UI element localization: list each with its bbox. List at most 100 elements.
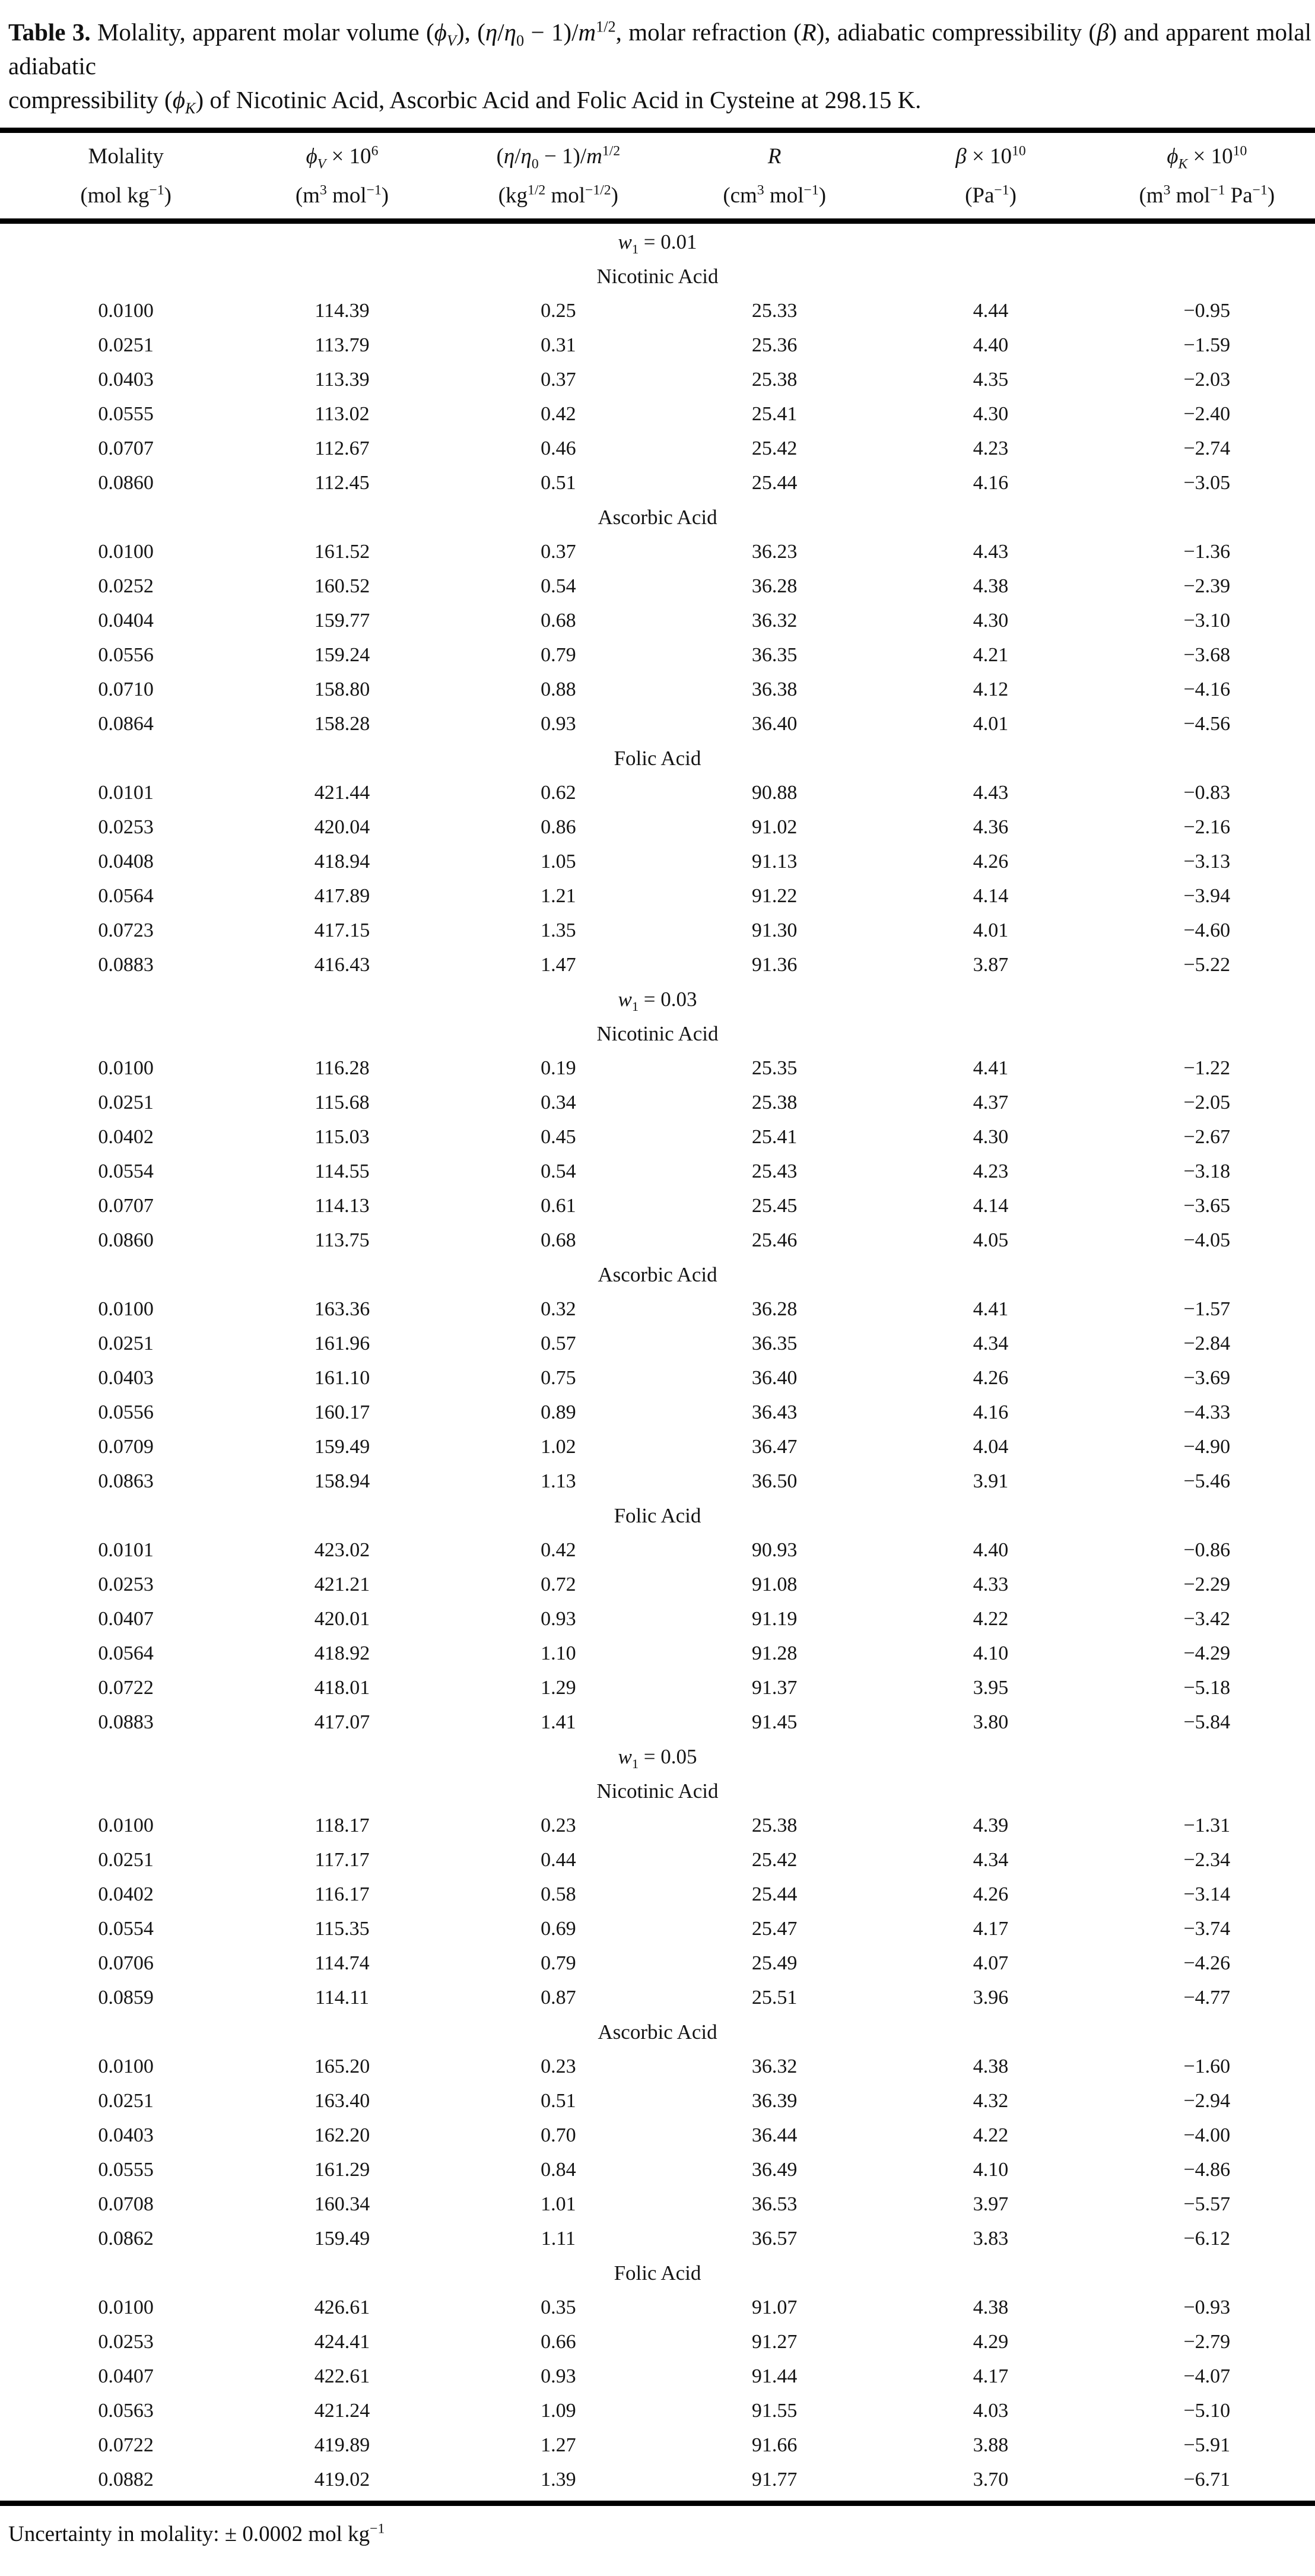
table-cell: 0.45 (541, 1126, 576, 1148)
table-cell: 0.0706 (98, 1952, 154, 1974)
table-cell: 117.17 (315, 1849, 370, 1871)
table-cell: 36.23 (751, 541, 798, 563)
table-cell: 0.0251 (98, 1849, 154, 1871)
table-cell: −1.59 (1183, 334, 1231, 356)
table-cell: 25.49 (751, 1952, 798, 1974)
col-unit-beta: (Pa−1) (965, 182, 1017, 208)
table-cell: 4.17 (973, 1918, 1009, 1940)
table-cell: −2.05 (1183, 1092, 1231, 1113)
table-cell: 419.02 (314, 2469, 370, 2491)
table-cell: 4.40 (973, 334, 1009, 356)
table-cell: 4.38 (973, 2055, 1009, 2077)
table-row: 0.0563 421.24 1.09 91.55 4.03 −5.10 (0, 2394, 1315, 2428)
table-cell: 0.0709 (98, 1436, 154, 1458)
table-caption-line2: compressibility (ϕK) of Nicotinic Acid, … (8, 86, 922, 118)
table-cell: −5.18 (1183, 1677, 1231, 1699)
table-cell: 0.0407 (98, 2365, 154, 2387)
table-cell: 0.0554 (98, 1160, 154, 1182)
table-cell: 36.40 (751, 713, 798, 735)
table-cell: 0.62 (541, 782, 576, 804)
table-row: 0.0556 160.17 0.89 36.43 4.16 −4.33 (0, 1395, 1315, 1430)
table-cell: 0.44 (541, 1849, 576, 1871)
table-cell: 4.37 (973, 1092, 1009, 1113)
table-cell: 1.47 (541, 954, 576, 976)
table-cell: −3.94 (1183, 885, 1231, 907)
table-cell: 4.29 (973, 2331, 1009, 2353)
table-cell: 112.67 (315, 437, 370, 459)
table-cell: 0.0253 (98, 1573, 154, 1595)
table-cell: 158.80 (314, 678, 370, 700)
table-cell: 91.66 (751, 2434, 798, 2456)
table-cell: 91.02 (751, 816, 798, 838)
table-cell: 3.70 (973, 2469, 1009, 2491)
table-cell: 36.53 (751, 2193, 798, 2215)
col-header-phi-v: ϕV × 106 (306, 143, 379, 172)
table-cell: −3.69 (1183, 1367, 1231, 1389)
table-cell: 3.96 (973, 1987, 1009, 2009)
table-row: 0.0403 162.20 0.70 36.44 4.22 −4.00 (0, 2118, 1315, 2153)
table-row: 0.0710 158.80 0.88 36.38 4.12 −4.16 (0, 672, 1315, 707)
col-header-viscosity-term: (η/η0 − 1)/m1/2 (496, 143, 621, 172)
table-cell: 1.27 (541, 2434, 576, 2456)
table-row: 0.0407 422.61 0.93 91.44 4.17 −4.07 (0, 2359, 1315, 2394)
acid-group-label: Folic Acid (614, 2261, 701, 2285)
table-cell: 418.01 (314, 1677, 370, 1699)
table-cell: 0.86 (541, 816, 576, 838)
table-cell: 118.17 (315, 1814, 370, 1836)
table-cell: 3.83 (973, 2228, 1009, 2250)
table-row: 0.0100 426.61 0.35 91.07 4.38 −0.93 (0, 2291, 1315, 2325)
table-cell: 0.37 (541, 541, 576, 563)
table-cell: 36.35 (751, 1333, 798, 1354)
table-cell: 116.17 (315, 1883, 370, 1905)
table-cell: 91.27 (751, 2331, 798, 2353)
table-cell: 4.23 (973, 437, 1009, 459)
table-cell: 4.44 (973, 300, 1009, 322)
col-unit-viscosity-term: (kg1/2 mol−1/2) (498, 182, 618, 208)
table-cell: −3.10 (1183, 610, 1231, 632)
table-cell: 0.93 (541, 1608, 576, 1630)
w1-section-label: w1 = 0.05 (618, 1745, 697, 1771)
table-cell: 91.45 (751, 1711, 798, 1733)
table-cell: 3.80 (973, 1711, 1009, 1733)
acid-group-label: Folic Acid (614, 1504, 701, 1527)
table-cell: 0.0100 (98, 541, 154, 563)
table-cell: 4.32 (973, 2090, 1009, 2112)
table-cell: 3.88 (973, 2434, 1009, 2456)
table-cell: 0.54 (541, 1160, 576, 1182)
table-cell: 0.57 (541, 1333, 576, 1354)
table-cell: −3.05 (1183, 472, 1231, 494)
table-cell: −0.93 (1183, 2296, 1231, 2318)
acid-group-label: Ascorbic Acid (598, 2020, 717, 2044)
table-cell: 0.0708 (98, 2193, 154, 2215)
col-header-molality: Molality (88, 144, 164, 169)
table-cell: −4.56 (1183, 713, 1231, 735)
table-cell: 90.88 (751, 782, 798, 804)
table-cell: 91.55 (751, 2400, 798, 2422)
table-cell: −2.67 (1183, 1126, 1231, 1148)
table-cell: −5.46 (1183, 1470, 1231, 1492)
table-cell: 0.0723 (98, 919, 154, 941)
acid-group-label: Nicotinic Acid (596, 1022, 719, 1045)
table-header-rule (0, 218, 1315, 224)
table-cell: −4.00 (1183, 2124, 1231, 2146)
table-cell: 4.40 (973, 1539, 1009, 1561)
column-units-row: (mol kg−1) (m3 mol−1) (kg1/2 mol−1/2) (c… (0, 180, 1315, 211)
table-row: 0.0564 418.92 1.10 91.28 4.10 −4.29 (0, 1636, 1315, 1671)
table-row: 0.0100 118.17 0.23 25.38 4.39 −1.31 (0, 1809, 1315, 1843)
table-cell: −1.22 (1183, 1057, 1231, 1079)
table-row: 0.0555 113.02 0.42 25.41 4.30 −2.40 (0, 397, 1315, 432)
table-row: 0.0554 115.35 0.69 25.47 4.17 −3.74 (0, 1912, 1315, 1946)
table-cell: 36.57 (751, 2228, 798, 2250)
table-cell: 0.51 (541, 2090, 576, 2112)
table-cell: 4.34 (973, 1333, 1009, 1354)
col-unit-phi-k: (m3 mol−1 Pa−1) (1139, 182, 1275, 208)
table-cell: 163.36 (314, 1298, 370, 1320)
table-cell: 422.61 (314, 2365, 370, 2387)
table-row: 0.0707 112.67 0.46 25.42 4.23 −2.74 (0, 432, 1315, 466)
table-cell: 0.0859 (98, 1987, 154, 2009)
table-cell: 0.0564 (98, 1642, 154, 1664)
table-cell: 0.0251 (98, 2090, 154, 2112)
table-cell: 1.35 (541, 919, 576, 941)
table-cell: 0.88 (541, 678, 576, 700)
